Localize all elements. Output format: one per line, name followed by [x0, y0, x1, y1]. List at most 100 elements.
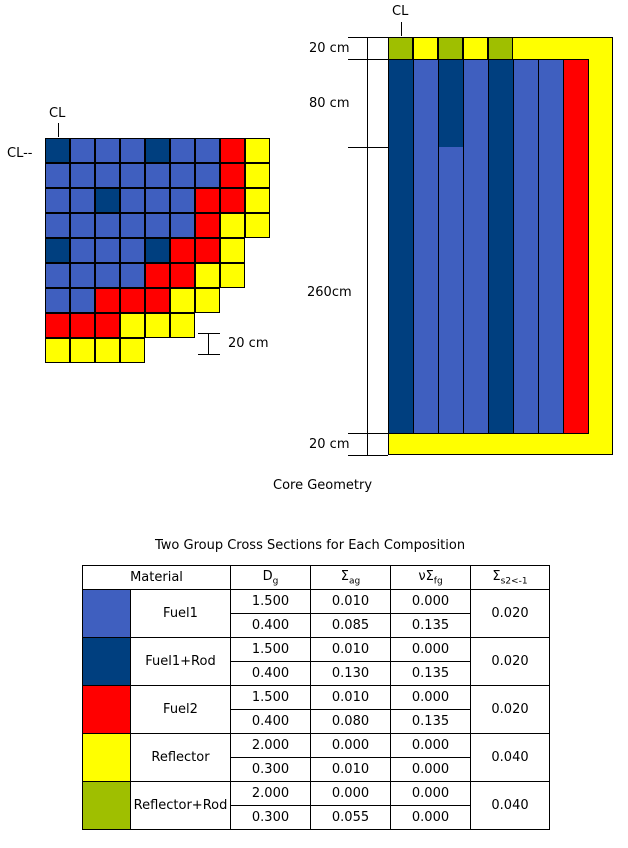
value-cell: 0.000 [310, 733, 391, 758]
value-cell: 0.000 [390, 589, 471, 614]
header-sub: g [272, 576, 279, 587]
fuel1-rod-column [438, 59, 464, 434]
value-cell: 0.000 [310, 781, 391, 806]
reflector-cell [170, 313, 195, 338]
material-swatch [82, 781, 131, 830]
fuel1-cell [95, 213, 120, 238]
value-cell: 1.500 [230, 589, 311, 614]
scatter-cell: 0.040 [470, 781, 550, 830]
fuel1-rod-cell [145, 238, 170, 263]
centerline-tick [401, 22, 402, 36]
fuel1-cell [45, 188, 70, 213]
inserted-rod-segment [439, 60, 463, 147]
fuel1-column [463, 59, 489, 434]
material-name: Fuel2 [130, 685, 231, 734]
reflector-cell [220, 238, 245, 263]
reflector-cell [195, 263, 220, 288]
value-cell: 2.000 [230, 781, 311, 806]
fuel1-cell [70, 263, 95, 288]
scatter-cell: 0.040 [470, 733, 550, 782]
fuel2-cell [95, 313, 120, 338]
header-material: Material [82, 565, 231, 590]
header-absorption: Σag [310, 565, 391, 590]
fuel1-cell [120, 188, 145, 213]
fuel2-cell [120, 288, 145, 313]
fuel1-cell [120, 138, 145, 163]
reflector-cell [245, 188, 270, 213]
fuel2-cell [145, 288, 170, 313]
fuel2-cell [170, 263, 195, 288]
value-cell: 0.085 [310, 613, 391, 638]
fuel2-cell [220, 188, 245, 213]
material-name: Reflector+Rod [130, 781, 231, 830]
fuel1-cell [45, 288, 70, 313]
dim-core-height: 260cm [307, 285, 352, 300]
scatter-cell: 0.020 [470, 685, 550, 734]
material-name: Reflector [130, 733, 231, 782]
dim-tick [348, 147, 388, 148]
centerline-tick [58, 123, 59, 137]
reflector-cell [220, 213, 245, 238]
fuel1-rod-column [388, 59, 414, 434]
fuel1-rod-cell [45, 138, 70, 163]
table-row: 0.300 0.010 0.000 [83, 757, 550, 782]
fuel1-cell [70, 288, 95, 313]
table-row: Fuel1+Rod 1.500 0.010 0.000 0.020 [82, 637, 550, 686]
fuel1-cell [70, 213, 95, 238]
fuel1-cell [120, 263, 145, 288]
value-cell: 0.000 [390, 757, 471, 782]
reflector-cell [120, 313, 145, 338]
table-row: 0.400 0.085 0.135 [83, 613, 550, 638]
dim-tick [348, 455, 388, 456]
table-row: 0.400 0.080 0.135 [83, 709, 550, 734]
header-sub: s2<-1 [500, 576, 528, 587]
fuel1-cell [170, 138, 195, 163]
fuel2-cell [95, 288, 120, 313]
fuel1-cell [195, 163, 220, 188]
value-cell: 0.400 [230, 661, 311, 686]
scale-label: 20 cm [228, 336, 269, 351]
value-cell: 0.000 [390, 805, 471, 830]
fuel1-cell [70, 138, 95, 163]
scale-bar-bottom [198, 354, 220, 355]
table-title: Two Group Cross Sections for Each Compos… [155, 538, 466, 553]
table-row: Fuel1 1.500 0.010 0.000 0.020 [82, 589, 550, 638]
fuel1-cell [145, 163, 170, 188]
centerline-label: CL [392, 4, 409, 19]
reflector-cell [45, 338, 70, 363]
table-header: Material Dg Σag νΣfg Σs2<-1 [82, 565, 550, 590]
header-text: νΣ [418, 568, 434, 584]
table-row: Reflector+Rod 2.000 0.000 0.000 0.040 [82, 781, 550, 830]
value-cell: 0.010 [310, 757, 391, 782]
fuel1-cell [70, 238, 95, 263]
reflector-cell [70, 338, 95, 363]
reflector-rod-cell [438, 37, 463, 60]
value-cell: 0.000 [390, 685, 471, 710]
fuel1-rod-cell [95, 188, 120, 213]
dim-tick [348, 37, 388, 38]
header-text: D [262, 568, 273, 584]
fuel1-cell [95, 138, 120, 163]
scale-bar-top [198, 333, 220, 334]
fuel1-column [413, 59, 439, 434]
fuel1-rod-column [488, 59, 514, 434]
dim-bottom-reflector: 20 cm [309, 437, 350, 452]
fuel1-cell [45, 163, 70, 188]
value-cell: 0.135 [390, 709, 471, 734]
fuel2-cell [220, 138, 245, 163]
fuel2-column [563, 59, 589, 434]
value-cell: 1.500 [230, 637, 311, 662]
fuel1-cell [120, 163, 145, 188]
fuel1-cell [145, 188, 170, 213]
value-cell: 0.080 [310, 709, 391, 734]
value-cell: 0.400 [230, 613, 311, 638]
fuel1-cell [170, 163, 195, 188]
scale-bar [208, 333, 209, 355]
dim-tick [348, 433, 388, 434]
value-cell: 2.000 [230, 733, 311, 758]
dim-tick [348, 59, 388, 60]
value-cell: 0.130 [310, 661, 391, 686]
fuel1-cell [170, 188, 195, 213]
value-cell: 0.135 [390, 613, 471, 638]
fuel1-cell [95, 163, 120, 188]
